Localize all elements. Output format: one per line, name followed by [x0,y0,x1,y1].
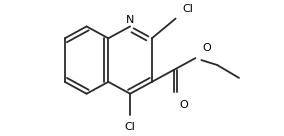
Text: O: O [179,100,188,110]
Text: Cl: Cl [125,122,135,132]
Text: N: N [126,16,134,25]
Text: O: O [202,43,211,53]
Text: Cl: Cl [183,4,193,14]
